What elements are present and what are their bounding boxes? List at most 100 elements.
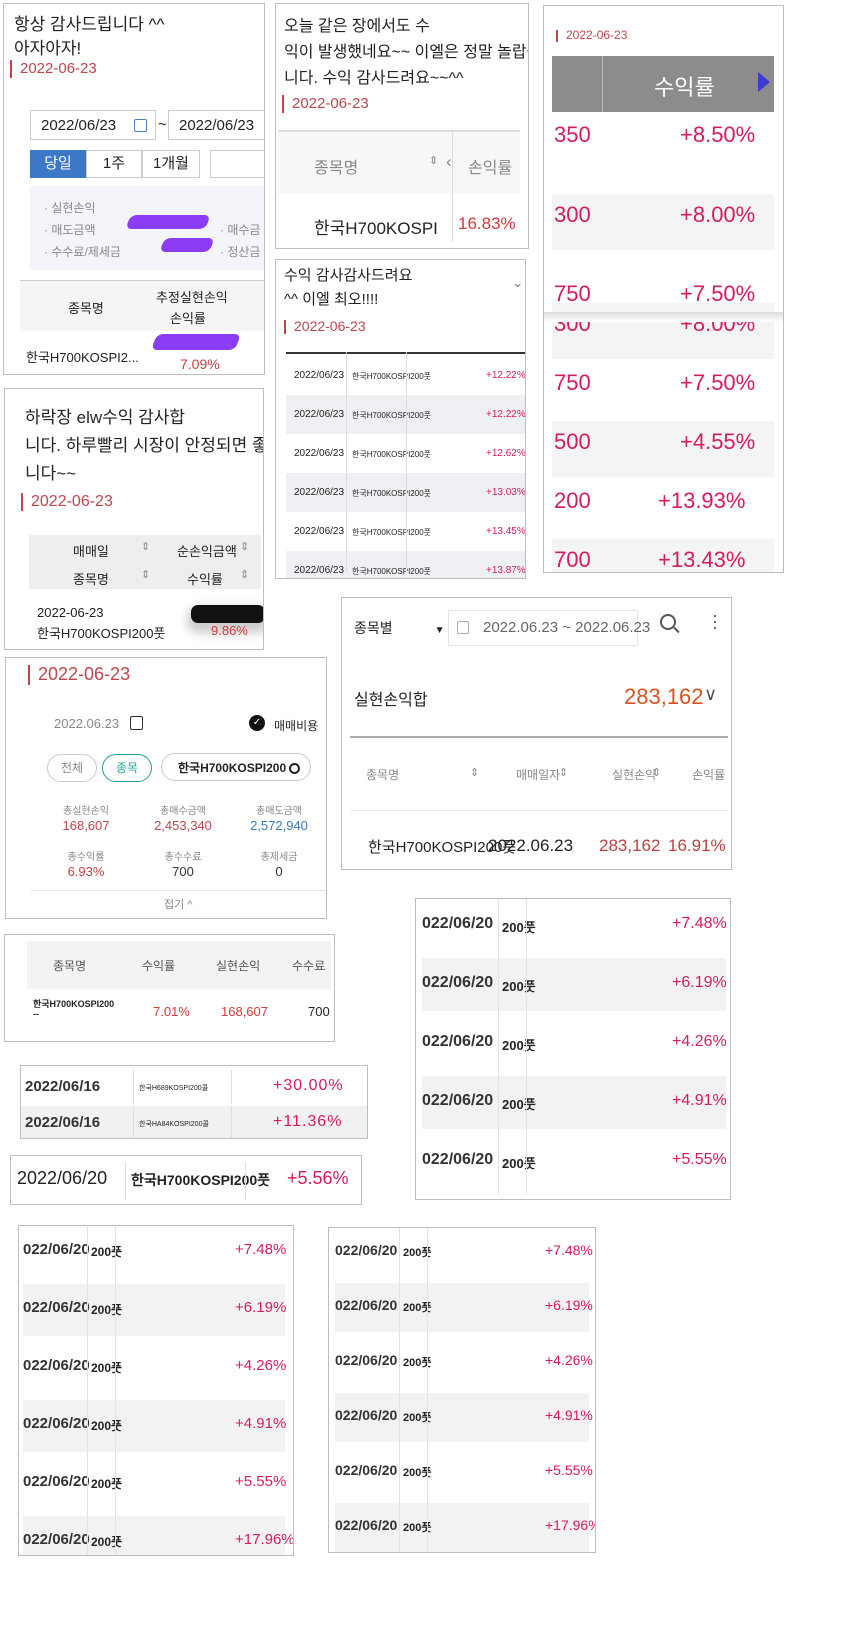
panel-review-13: 022/06/20 200풋 +7.48% 022/06/20 200풋 +6.19% 02… bbox=[328, 1227, 596, 1553]
trade-date: 2022/06/23 bbox=[294, 409, 345, 420]
rate-value: +12.22% bbox=[486, 409, 526, 420]
profit-value: 168,607 bbox=[221, 1004, 268, 1019]
chip-all[interactable]: 전체 bbox=[47, 754, 97, 782]
tab-today[interactable]: 당일 bbox=[30, 150, 86, 178]
rate-value: +17.96% bbox=[235, 1531, 294, 1548]
crop-seam bbox=[544, 312, 783, 322]
stock-search-input[interactable]: 한국H700KOSPI200 bbox=[161, 753, 311, 781]
rate-value: +6.19% bbox=[672, 973, 727, 991]
stock-name: 한국H700KOSPI200풋 bbox=[368, 839, 517, 856]
check-circle-icon[interactable]: ✓ bbox=[249, 715, 265, 731]
stock-name: 200풋 bbox=[502, 1155, 536, 1171]
search-icon-handle bbox=[673, 626, 680, 634]
from-date-input[interactable]: 2022/06/23 bbox=[30, 110, 156, 140]
col-header-profit: 추정실현손익 bbox=[156, 290, 228, 305]
chip-stock[interactable]: 종목 bbox=[102, 754, 152, 782]
col-divider bbox=[245, 1162, 246, 1200]
panel-review-3: 2022-06-23 수익률 350 +8.50% 300 +8.00% 750 +7.5… bbox=[543, 5, 784, 573]
sort-icon[interactable]: ⇕ bbox=[470, 767, 480, 779]
smudge bbox=[161, 1419, 211, 1429]
trade-date: 022/06/20 bbox=[335, 1516, 398, 1533]
rate-value: +6.19% bbox=[545, 1296, 593, 1313]
rate-value: +8.00% bbox=[680, 202, 756, 227]
row-stripe bbox=[286, 473, 525, 512]
row-left-value: 750 bbox=[554, 281, 591, 306]
review-date: 2022-06-23 bbox=[282, 95, 369, 114]
extra-range-box[interactable] bbox=[210, 150, 264, 178]
to-date-input[interactable]: 2022/06/23 bbox=[168, 110, 264, 140]
stock-name: 200풋 bbox=[403, 1466, 432, 1479]
more-menu-icon[interactable]: · · · bbox=[712, 605, 718, 637]
col-header-rate: 수익률 bbox=[654, 75, 715, 100]
stat-value: 700 bbox=[172, 864, 194, 879]
col-divider bbox=[602, 56, 603, 112]
summary-label: · 매도금액 bbox=[44, 223, 96, 237]
smudge bbox=[572, 1155, 632, 1165]
row-left-value: 500 bbox=[554, 429, 591, 454]
collapse-button[interactable]: 접기 ^ bbox=[164, 899, 193, 911]
from-date-value: 2022/06/23 bbox=[41, 117, 117, 134]
sort-icon[interactable]: ⇕ bbox=[559, 767, 569, 779]
chevron-down-icon[interactable]: ∨ bbox=[704, 684, 718, 704]
rate-value: +5.56% bbox=[287, 1168, 349, 1188]
stock-name: 한국HA84KOSPI200콜 bbox=[139, 1121, 209, 1128]
table-header bbox=[552, 56, 774, 112]
scroll-right-arrow-icon[interactable] bbox=[758, 72, 770, 92]
sort-icon[interactable]: ⇕ bbox=[429, 155, 439, 167]
stock-name: 한국H700KOSPI200 bbox=[33, 999, 115, 1009]
trade-date: 022/06/20 bbox=[335, 1296, 398, 1313]
search-icon[interactable] bbox=[289, 763, 301, 775]
divider bbox=[286, 352, 525, 354]
stock-name-suffix: -- bbox=[33, 1009, 39, 1019]
review-comment-line: 니다~~ bbox=[25, 464, 77, 483]
stock-name: 200풋 bbox=[403, 1301, 432, 1314]
rate-value: +5.55% bbox=[235, 1473, 287, 1490]
picker-date[interactable]: 2022.06.23 bbox=[54, 716, 120, 731]
trade-date: 022/06/20 bbox=[422, 1150, 494, 1168]
smudge bbox=[426, 485, 470, 497]
review-date-text: 2022-06-23 bbox=[294, 318, 366, 334]
review-comment-line: 항상 감사드립니다 ^^ bbox=[14, 15, 165, 34]
smudge bbox=[161, 1303, 211, 1313]
trade-date: 022/06/20 bbox=[335, 1351, 398, 1368]
sort-icon[interactable]: ⇕ bbox=[240, 569, 250, 581]
smudge bbox=[473, 1466, 523, 1476]
sort-icon[interactable]: ⇕ bbox=[240, 541, 250, 553]
trade-date: 022/06/20 bbox=[23, 1299, 90, 1316]
tab-1week[interactable]: 1주 bbox=[86, 150, 142, 178]
sort-icon[interactable]: ⇕ bbox=[141, 569, 151, 581]
sort-icon[interactable]: ⇕ bbox=[652, 767, 662, 779]
trade-date: 022/06/20 bbox=[335, 1461, 398, 1478]
column-divider bbox=[452, 130, 453, 242]
table-header bbox=[29, 535, 261, 589]
search-icon[interactable] bbox=[660, 614, 676, 630]
trade-date: 022/06/20 bbox=[23, 1357, 90, 1374]
chevron-left-icon[interactable]: ‹ bbox=[446, 152, 452, 171]
date-range-input[interactable]: 2022.06.23 ~ 2022.06.23 bbox=[448, 610, 650, 646]
col-divider bbox=[346, 352, 347, 572]
redaction-bar bbox=[191, 605, 263, 623]
rate-value: +5.55% bbox=[545, 1461, 593, 1478]
group-select[interactable]: 종목별 ▼ bbox=[354, 618, 445, 638]
row-stripe bbox=[23, 1284, 285, 1336]
row-left-value: 350 bbox=[554, 122, 591, 147]
trade-date: 022/06/20 bbox=[23, 1241, 90, 1258]
rate-value: +7.48% bbox=[545, 1241, 593, 1258]
calendar-icon[interactable] bbox=[130, 716, 143, 730]
summary-label: 실현손익합 bbox=[354, 692, 428, 709]
col-header-date: 매매일자 bbox=[516, 768, 561, 782]
stock-name: 한국H700KOSPI bbox=[314, 219, 438, 238]
rate-value: +8.50% bbox=[680, 122, 756, 147]
chevron-down-icon[interactable]: ⌄ bbox=[512, 274, 524, 290]
trade-date: 022/06/20 bbox=[335, 1406, 398, 1423]
col-header-rate: 손익률 bbox=[692, 768, 726, 782]
trade-date: 2022.06.23 bbox=[488, 836, 574, 855]
rate-value: +30.00% bbox=[273, 1077, 344, 1094]
sort-icon[interactable]: ⇕ bbox=[141, 541, 151, 553]
row-stripe bbox=[335, 1393, 589, 1442]
stock-name: 200풋 bbox=[91, 1303, 123, 1317]
rate-value: +17.96% bbox=[545, 1516, 596, 1533]
tab-1month[interactable]: 1개월 bbox=[142, 150, 200, 178]
col-divider bbox=[231, 1070, 232, 1104]
review-date: 2022-06-23 bbox=[10, 60, 97, 79]
